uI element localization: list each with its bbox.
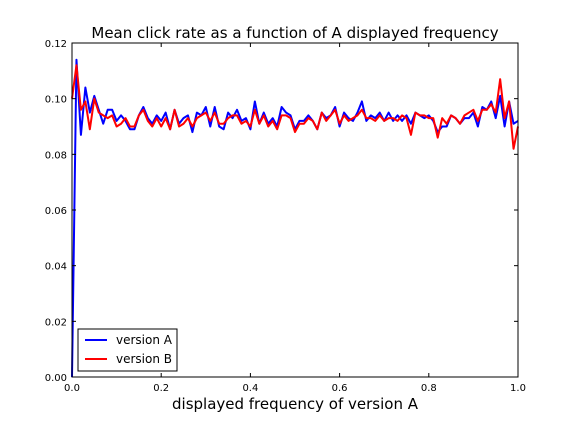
x-tick-label: 0.2 (153, 383, 169, 394)
y-tick-label: 0.00 (45, 373, 67, 384)
ticks-layer: 0.0 0.2 0.4 0.6 0.8 1.0 0.00 0.02 0.04 0.06 0.08 0.… (45, 39, 526, 394)
legend-label-version-a: version A (116, 333, 173, 347)
legend: version A version B (77, 328, 178, 372)
plot-area (72, 43, 518, 377)
x-tick-label: 0.4 (242, 383, 258, 394)
series-line-version-b (71, 64, 519, 150)
x-tick-label: 0.8 (421, 383, 437, 394)
y-tick-label: 0.04 (45, 262, 67, 273)
x-axis-label: displayed frequency of version A (172, 395, 419, 413)
legend-label-version-b: version B (116, 352, 172, 366)
legend-box (77, 328, 178, 372)
y-tick-label: 0.10 (45, 95, 67, 106)
x-tick-label: 0.6 (332, 383, 348, 394)
y-tick-label: 0.08 (45, 150, 67, 161)
chart-title: Mean click rate as a function of A displ… (91, 24, 498, 42)
x-tick-label: 0.0 (64, 383, 80, 394)
y-tick-label: 0.06 (45, 206, 67, 217)
x-tick-label: 1.0 (510, 383, 526, 394)
series-layer (71, 58, 519, 378)
y-tick-label: 0.02 (45, 317, 67, 328)
y-tick-label: 0.12 (45, 39, 67, 50)
